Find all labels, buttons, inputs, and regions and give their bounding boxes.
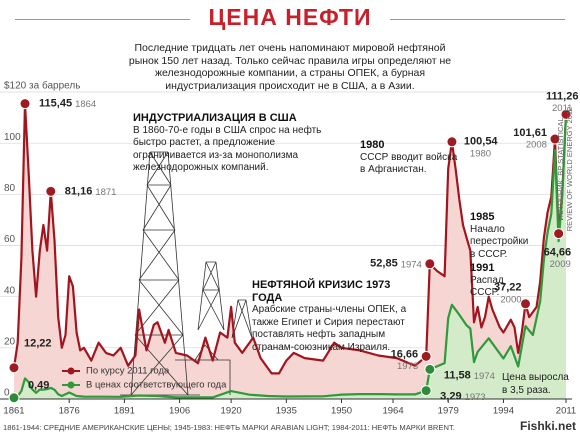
point-year: 1974 — [474, 371, 495, 382]
x-tick-label: 1994 — [493, 406, 514, 417]
point-year: 1974 — [401, 259, 422, 270]
point-year: 1864 — [75, 99, 96, 110]
highlight-point — [420, 350, 432, 362]
data-label: 64,66 — [544, 246, 572, 258]
y-tick-label: 100 — [4, 132, 21, 143]
y-tick-label: 0 — [4, 388, 10, 399]
x-tick-label: 1979 — [438, 406, 459, 417]
point-year: 2011 — [552, 103, 572, 114]
line — [13, 114, 568, 399]
annotation: Цена выросла в 3,5 раза. — [502, 372, 574, 397]
data-label: 101,61 — [513, 127, 547, 139]
y-tick-label: 20 — [4, 336, 16, 347]
oil-derricks — [120, 151, 253, 396]
title-rule — [390, 19, 565, 20]
annotation-text: Начало перестройки в СССР. — [470, 223, 529, 260]
source: ИСТОЧНИК: BP STATISTICAL REVIEW OF WORLD… — [556, 106, 574, 232]
data-label: 100,54 — [464, 136, 499, 148]
annotation-heading: 1980 — [360, 139, 385, 151]
annotation: 1991 Распад СССР. — [470, 262, 526, 300]
highlight-point — [424, 363, 436, 375]
x-tick-label: 1861 — [3, 406, 24, 417]
x-tick-label: 1950 — [331, 406, 352, 417]
area — [14, 114, 566, 400]
data-label: 0,49 — [28, 380, 49, 392]
highlight-point — [560, 108, 572, 120]
data-label: 81,16 — [65, 185, 93, 197]
annotation: 1985 Начало перестройки в СССР. — [470, 211, 532, 261]
x-tick-label: 1935 — [276, 406, 297, 417]
x-tick-label: 1964 — [382, 406, 403, 417]
point-year: 2008 — [526, 140, 547, 151]
highlight-point — [420, 385, 432, 397]
chart-title: ЦЕНА НЕФТИ — [208, 4, 372, 30]
highlight-point — [19, 98, 31, 110]
data-label: 11,58 — [444, 369, 471, 381]
data-label: 37,22 — [494, 282, 522, 294]
x-tick-label: 2011 — [556, 406, 576, 417]
annotation-heading: 1991 — [470, 262, 495, 274]
x-tick-label: 1906 — [169, 406, 190, 417]
subtitle: Последние тридцать лет очень напоминают … — [128, 42, 452, 92]
x-tick-label: 1920 — [221, 406, 242, 417]
annotation-text: Цена выросла в 3,5 раза. — [502, 372, 569, 396]
data-label: 3,29 — [440, 390, 461, 402]
point-year: 1973 — [465, 392, 486, 403]
point-year: 1973 — [397, 361, 418, 372]
x-tick-label: 1891 — [114, 406, 135, 417]
highlight-point — [520, 298, 532, 310]
highlight-point — [8, 362, 20, 374]
annotation-text: СССР вводит войска в Афганистан. — [360, 151, 458, 176]
y-tick-label: 80 — [4, 183, 16, 194]
annotation-heading: 1985 — [470, 211, 495, 223]
legend-dot — [67, 381, 75, 389]
data-label: 52,85 — [370, 258, 398, 270]
legend-label: По курсу 2011 года — [86, 366, 170, 377]
footnote: 1861-1944: СРЕДНИЕ АМЕРИКАНСКИЕ ЦЕНЫ; 19… — [3, 423, 455, 432]
point-year: 2000 — [500, 294, 521, 305]
highlight-point — [8, 392, 20, 404]
annotation-heading: НЕФТЯНОЙ КРИЗИС 1973 ГОДА — [252, 279, 391, 304]
y-tick-label: $120 за баррель — [4, 80, 80, 92]
data-label: 16,66 — [391, 348, 419, 360]
point-year: 1980 — [470, 148, 491, 159]
data-label: 111,26 — [546, 90, 578, 102]
annotation-text: Распад СССР. — [470, 274, 504, 299]
title-rule — [15, 19, 190, 20]
y-tick-label: 60 — [4, 234, 16, 245]
labels: 0 20 40 60 80 100 $120 за баррель 1861 1876 1891 1… — [0, 80, 578, 417]
highlight-point — [549, 133, 561, 145]
highlight-point — [553, 228, 565, 240]
highlight-point — [424, 258, 436, 270]
highlight-point — [45, 185, 57, 197]
point-year: 2009 — [550, 259, 571, 270]
annotation-heading: ИНДУСТРИАЛИЗАЦИЯ В США — [133, 112, 297, 124]
y-tick-label: 40 — [4, 285, 16, 296]
annotation: ИНДУСТРИАЛИЗАЦИЯ В США В 1860-70-е годы в… — [133, 112, 338, 175]
legend-label: В ценах соответствующего года — [86, 380, 227, 391]
x-tick-label: 1876 — [59, 406, 80, 417]
annotation: НЕФТЯНОЙ КРИЗИС 1973 ГОДА Арабские страны… — [252, 279, 417, 354]
grid — [0, 91, 566, 400]
annotation: 1980 СССР вводит войска в Афганистан. — [360, 139, 460, 177]
data-label: 115,45 — [39, 98, 72, 110]
data-label: 12,22 — [24, 338, 52, 350]
annotation-text: В 1860-70-е годы в США спрос на нефть бы… — [133, 124, 322, 174]
line — [12, 102, 568, 375]
watermark: Fishki.net — [519, 419, 576, 433]
highlight-point — [446, 136, 458, 148]
legend-dot — [67, 367, 75, 375]
annotation-text: Арабские страны-члены ОПЕК, а также Егип… — [252, 304, 407, 353]
point-year: 1871 — [95, 187, 116, 198]
lines — [12, 102, 568, 399]
